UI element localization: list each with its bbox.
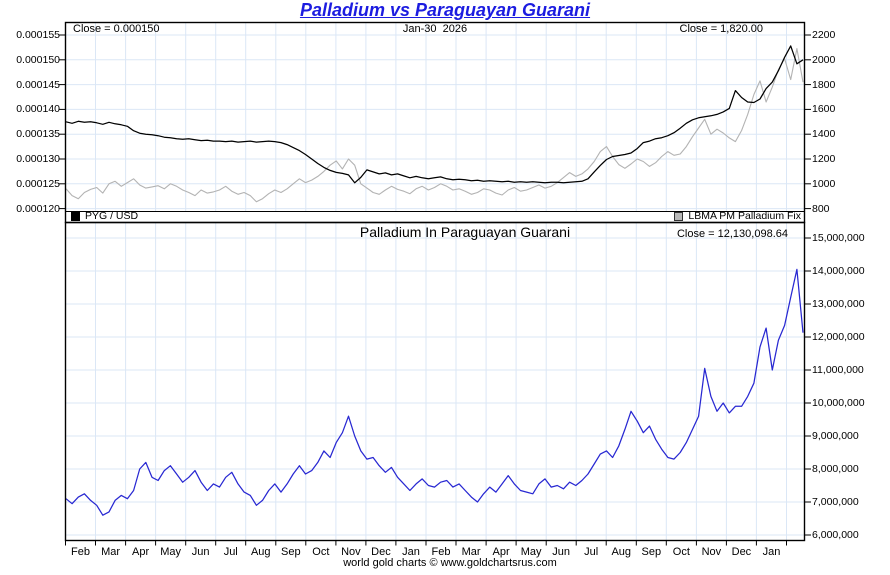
palladium-fix-line [65,48,804,203]
pyg-usd-line [65,45,804,184]
legend-palladium-fix-label: LBMA PM Palladium Fix [688,209,801,222]
axis-tick-label: 800 [812,202,830,215]
legend-pyg-usd: PYG / USD [71,209,139,222]
axis-tick-label: Apr [492,546,510,558]
palladium-fix-swatch-icon [674,212,684,221]
axis-tick-label: Jul [584,546,599,558]
pyg-usd-swatch-icon [71,212,80,221]
axis-tick-label: 0.000145 [16,78,60,91]
axis-tick-label: 10,000,000 [812,397,865,409]
footer-credit: world gold charts © www.goldchartsrus.co… [343,557,557,569]
axis-tick-label: 8,000,000 [812,463,859,475]
axis-tick-label: 1200 [812,153,836,165]
gridlines [65,22,805,541]
axis-tick-label: Dec [731,546,752,558]
axis-tick-label: Aug [611,546,632,558]
axis-tick-label: Jun [552,546,571,558]
axis-tick-label: 12,000,000 [812,331,865,343]
axis-tick-label: 0.000130 [16,153,60,165]
axis-tick-label: 1600 [812,103,836,116]
axis-tick-label: 9,000,000 [812,430,859,442]
palladium-in-pyg-line [65,268,804,516]
axis-tick-label: 14,000,000 [812,265,865,277]
axis-tick-label: 0.000120 [16,202,60,215]
axis-tick-label: 15,000,000 [812,232,865,244]
axis-tick-label: 7,000,000 [812,496,859,508]
axis-tick-label: Dec [371,546,391,558]
axis-tick-label: Aug [250,546,271,558]
axis-tick-label: 11,000,000 [812,364,864,376]
axis-tick-label: Jun [191,546,210,558]
axis-tick-label: Apr [132,546,150,558]
legend-palladium-fix: LBMA PM Palladium Fix [641,209,801,222]
page-title: Palladium vs Paraguayan Guarani [299,0,591,20]
palladium-pyg-close-label: Close = 12,130,098.64 [676,228,788,240]
axis-tick-label: 0.000155 [16,29,60,41]
axis-tick-label: Feb [71,546,90,558]
bottom-panel-border [64,221,806,542]
axis-tick-label: 1400 [812,128,836,141]
axis-tick-label: 0.000150 [16,53,60,66]
axis-tick-label: Jul [223,546,238,558]
legend-pyg-usd-label: PYG / USD [85,209,139,222]
axis-tick-label: 1000 [812,177,836,190]
axis-tick-label: Sep [281,546,301,558]
axis-tick-label: 0.000140 [16,103,60,116]
axis-tick-label: 0.000125 [16,177,60,190]
axis-tick-label: 2000 [812,53,836,66]
axis-tick-label: 1800 [812,78,836,91]
pyg-usd-close-label: Close = 0.000150 [73,23,160,35]
axis-tick-label: Nov [341,546,361,558]
axis-tick-label: Mar [461,546,481,558]
axis-ticks [58,34,811,546]
axis-tick-label: 6,000,000 [812,529,859,541]
axis-tick-label: 0.000135 [16,128,60,141]
axis-tick-label: Jan [762,546,781,558]
axis-tick-label: Jan [402,546,420,558]
axis-tick-label: Mar [101,546,121,558]
axis-tick-label: Feb [431,546,451,558]
last-date-label: Jan-30 2026 [402,23,468,35]
axis-tick-label: May [520,546,542,558]
axis-tick-label: 2200 [812,29,836,41]
axis-tick-label: Oct [312,546,330,558]
axis-tick-label: May [160,546,182,558]
axis-tick-label: 13,000,000 [812,298,865,310]
axis-tick-label: Nov [701,546,722,558]
axis-tick-label: Sep [641,546,662,558]
axis-tick-label: Oct [672,546,690,558]
bottom-panel-title: Palladium In Paraguayan Guarani [359,224,571,240]
top-panel-border [64,21,806,224]
palladium-fix-close-label: Close = 1,820.00 [679,23,763,35]
